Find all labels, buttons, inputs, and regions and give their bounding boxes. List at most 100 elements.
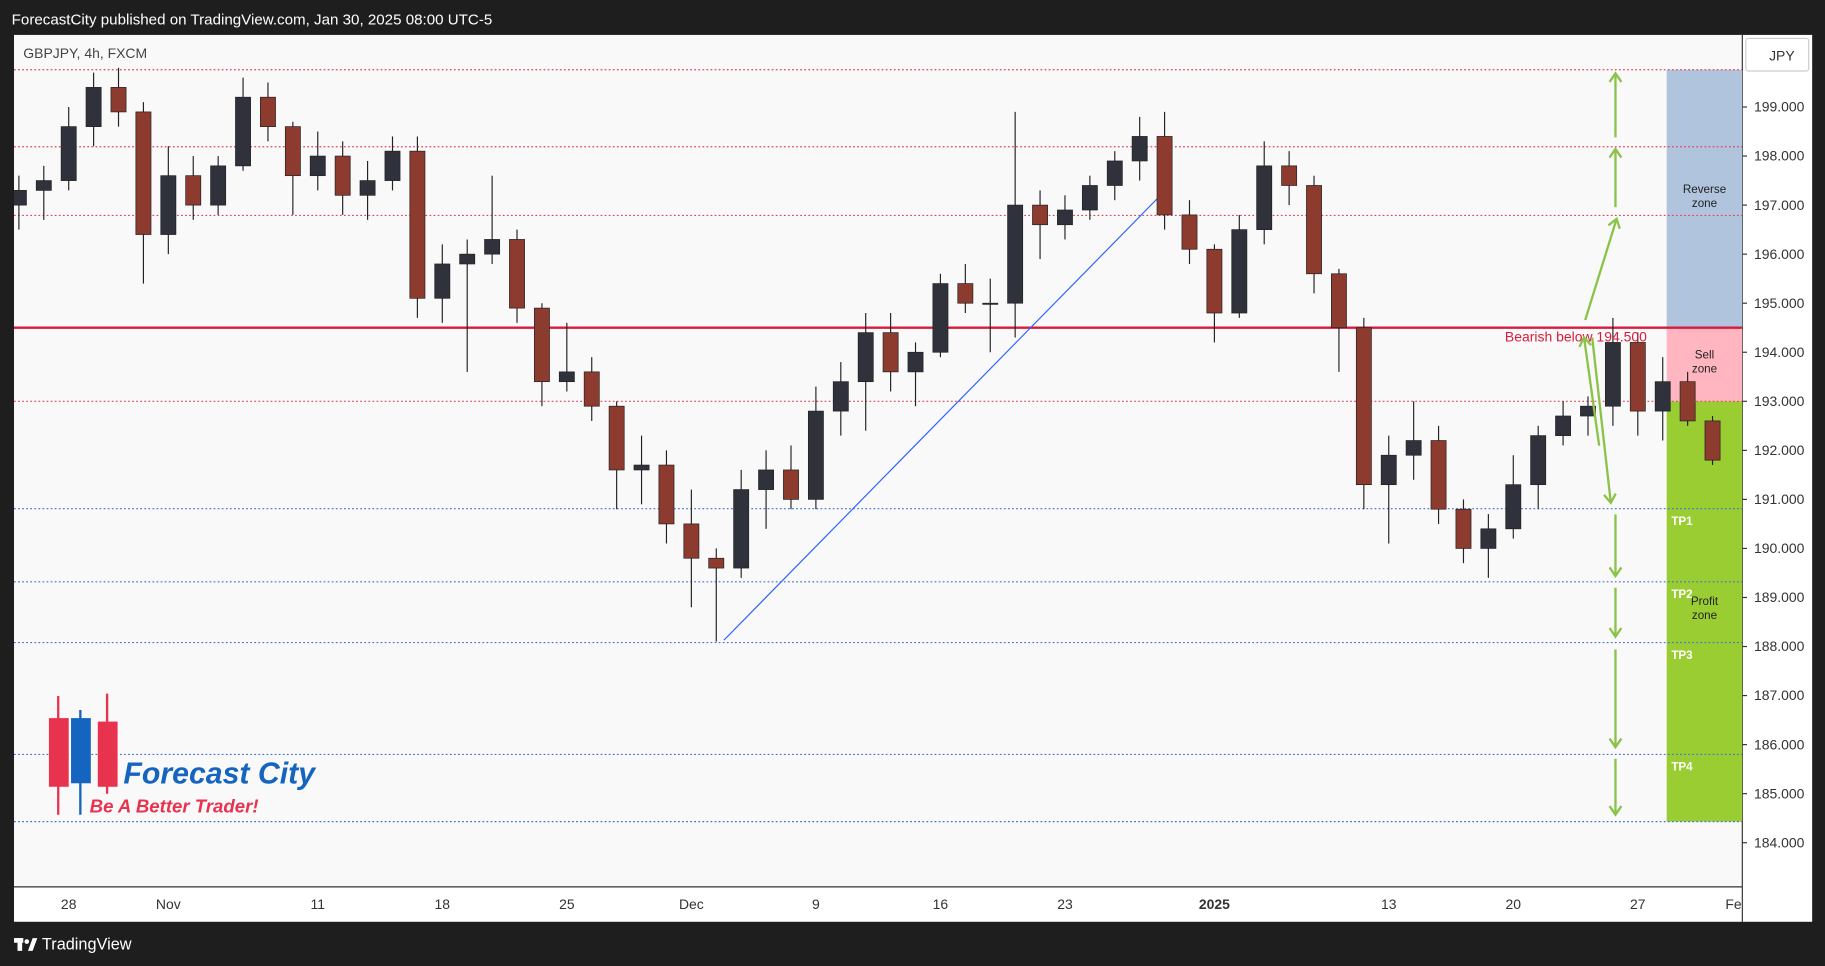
candle-body [110, 87, 127, 113]
footer-logo [14, 938, 38, 951]
candle-body [185, 175, 202, 206]
arrow-head [1608, 146, 1623, 159]
publish-info: ForecastCity published on TradingView.co… [12, 11, 493, 28]
y-tick-label: 197.000 [1754, 197, 1805, 213]
y-tick-label: 192.000 [1754, 442, 1805, 458]
zone-label: Profit zone [1690, 596, 1719, 624]
target-label: TP2 [1671, 588, 1692, 601]
currency: JPY [1769, 48, 1795, 64]
arrow-head [1608, 805, 1623, 817]
candle-body [708, 557, 725, 569]
arrow-head [1578, 335, 1592, 348]
candle-body [1057, 209, 1073, 226]
y-tick-label: 190.000 [1754, 540, 1805, 556]
candle-body [235, 96, 251, 167]
candle-body [783, 469, 799, 500]
arrow-head [1608, 566, 1623, 579]
candle-body [384, 150, 401, 181]
candle-body [907, 351, 924, 373]
candle-body [309, 155, 326, 177]
time-axis [14, 886, 1743, 922]
plot-area [14, 34, 1743, 887]
y-labels: 184.000 185.000 186.000 187.000 188.000 189.0… [1742, 99, 1805, 850]
candle-body [1430, 440, 1447, 510]
arrow [1608, 71, 1623, 138]
candle-body [1181, 214, 1198, 250]
zone [1666, 69, 1743, 328]
y-tick-label: 188.000 [1754, 638, 1805, 654]
candle-body [359, 180, 376, 196]
y-tick-label: 189.000 [1754, 589, 1805, 605]
brand: TradingView [42, 936, 132, 954]
candle-body [857, 332, 874, 383]
x-tick-label: 2025 [1199, 896, 1230, 912]
target-label: TP1 [1671, 515, 1693, 528]
x-tick-label: 28 [61, 896, 77, 912]
candle-body [1654, 381, 1671, 412]
candle-body [484, 239, 501, 255]
x-tick-label: 25 [559, 896, 575, 912]
arrow [1591, 337, 1617, 505]
candle-body [135, 111, 152, 235]
y-tick-label: 194.000 [1754, 344, 1805, 360]
candle-body [1231, 229, 1248, 314]
candle-body [1331, 273, 1347, 329]
zone-label-box: Profit zone [1690, 596, 1719, 624]
candle-body [1629, 342, 1646, 412]
candle-body [932, 283, 949, 353]
x-tick-label: Dec [679, 896, 704, 912]
candle-body [1206, 248, 1223, 314]
x-tick-label: 18 [435, 896, 451, 912]
candle-body [434, 263, 451, 299]
candle-body [334, 155, 351, 196]
y-tick-label: 195.000 [1754, 295, 1805, 311]
y-tick-label: 198.000 [1754, 148, 1805, 164]
arrow [1608, 146, 1623, 208]
logo-tagline: Be A Better Trader! [90, 795, 259, 816]
y-tick-label: 185.000 [1754, 785, 1805, 801]
y-tick-label: 196.000 [1754, 246, 1805, 262]
arrow [1578, 335, 1601, 446]
zone-label-box: Reverse zone [1683, 184, 1726, 211]
candle-body [1355, 327, 1372, 486]
candle-body [1704, 420, 1721, 461]
candle-body [683, 523, 700, 559]
candle-body [1679, 381, 1696, 422]
candle-body [733, 489, 750, 569]
arrow-shaft [1591, 337, 1612, 503]
time-labels: 28 Nov 11 18 25 Dec 9 16 23 2025 13 20 27 Feb [61, 896, 1742, 912]
candle-body [1081, 185, 1098, 211]
candle-body [1281, 165, 1298, 186]
candle-body [509, 239, 525, 309]
arrow [1608, 514, 1623, 579]
zone-label: Sell zone [1691, 349, 1718, 377]
candle-body [1007, 204, 1024, 304]
arrow-head [1603, 492, 1617, 505]
x-tick-label: 9 [812, 896, 820, 912]
zone-label-box: Sell zone [1691, 349, 1718, 377]
x-tick-label: 27 [1630, 896, 1646, 912]
logo-name: Forecast City [123, 757, 317, 790]
candle-body [14, 190, 27, 206]
zone [1666, 401, 1743, 822]
candle-body [658, 464, 675, 525]
candle-body [210, 165, 227, 206]
candle-body [807, 410, 824, 500]
candle-body [1555, 415, 1572, 436]
candle-body [583, 371, 600, 407]
arrow [1608, 587, 1623, 639]
y-tick-label: 199.000 [1754, 99, 1805, 115]
arrow-shaft [1584, 218, 1618, 321]
arrow-shaft [1582, 337, 1601, 446]
candle-body [1505, 484, 1522, 530]
y-tick-label: 191.000 [1754, 491, 1805, 507]
symbol: GBPJPY, 4h, FXCM [23, 45, 147, 61]
x-tick-label: Nov [156, 896, 181, 912]
arrow [1584, 216, 1621, 321]
arrow-head [1608, 71, 1623, 83]
currency-box [1745, 37, 1810, 72]
candle-body [1580, 405, 1596, 417]
x-tick-label: 23 [1057, 896, 1073, 912]
candle-body [1405, 440, 1422, 456]
